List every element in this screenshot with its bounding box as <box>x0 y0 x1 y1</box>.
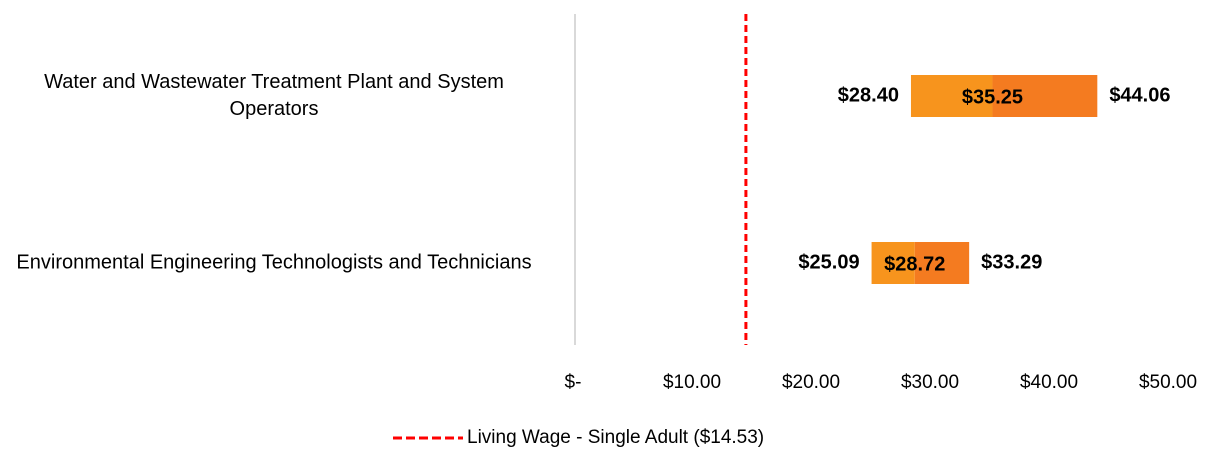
data-label: $33.29 <box>981 251 1042 273</box>
x-tick-label: $20.00 <box>782 372 840 393</box>
data-label: $28.72 <box>884 253 945 275</box>
bar-lower <box>871 242 915 284</box>
category-label: Water and Wastewater Treatment Plant and… <box>44 71 504 120</box>
bar-upper <box>992 75 1098 117</box>
x-tick-label: $30.00 <box>901 372 959 393</box>
bar-upper <box>914 242 970 284</box>
data-label: $28.40 <box>838 84 899 106</box>
data-label: $44.06 <box>1109 84 1170 106</box>
x-tick-label: $50.00 <box>1139 372 1197 393</box>
x-tick-label: $10.00 <box>663 372 721 393</box>
x-tick-label: $- <box>565 372 582 393</box>
bar-lower <box>910 75 993 117</box>
legend-label: Living Wage - Single Adult ($14.53) <box>467 427 764 448</box>
x-tick-label: $40.00 <box>1020 372 1078 393</box>
category-label: Environmental Engineering Technologists … <box>16 251 532 274</box>
data-label: $25.09 <box>798 251 859 273</box>
data-label: $35.25 <box>962 86 1023 108</box>
